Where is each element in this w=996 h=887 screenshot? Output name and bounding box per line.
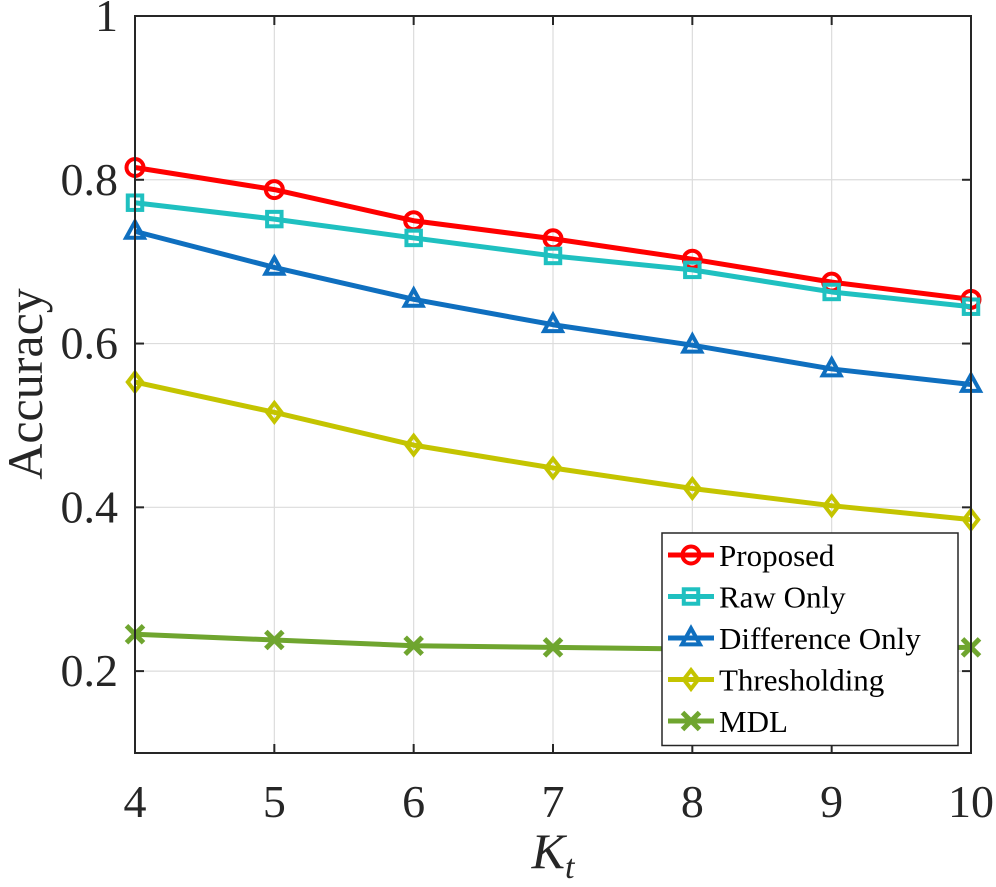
marker-x-stroke bbox=[680, 710, 702, 732]
marker-diamond bbox=[821, 493, 842, 519]
plot-frame bbox=[134, 15, 972, 754]
marker-square bbox=[543, 246, 563, 266]
legend-item: Thresholding bbox=[668, 663, 884, 698]
x-axis-label: Kt bbox=[531, 823, 576, 886]
marker-square bbox=[822, 282, 841, 302]
marker-triangle bbox=[678, 624, 704, 647]
x-tick-label: 9 bbox=[820, 776, 843, 827]
series-line bbox=[134, 165, 972, 302]
marker-circle bbox=[263, 179, 285, 201]
marker-circle bbox=[680, 544, 702, 566]
y-tick-label: 0.2 bbox=[61, 645, 119, 696]
marker-x-stroke bbox=[264, 629, 285, 651]
x-tick-label: 5 bbox=[263, 776, 286, 827]
x-tick-label: 8 bbox=[681, 776, 704, 827]
legend-label: Raw Only bbox=[719, 580, 846, 615]
legend: Proposed Raw Only Difference Only Threshold… bbox=[661, 532, 959, 747]
x-tick-label: 4 bbox=[124, 776, 147, 827]
legend-item: Raw Only bbox=[668, 580, 846, 615]
grid-lines bbox=[134, 15, 972, 753]
y-tick-label: 0.8 bbox=[61, 154, 119, 205]
marker-diamond bbox=[403, 432, 424, 458]
marker-triangle bbox=[819, 355, 844, 378]
y-tick-label: 0.4 bbox=[61, 481, 119, 532]
legend-item: Difference Only bbox=[668, 621, 921, 656]
data-series bbox=[122, 156, 984, 660]
marker-square bbox=[681, 587, 701, 606]
legend-label: Thresholding bbox=[719, 663, 884, 698]
tick-labels: 4 5 6 7 8 9 10 0.2 0.4 0.6 0.8 1 bbox=[61, 0, 995, 827]
marker-square bbox=[265, 209, 284, 229]
legend-label: Difference Only bbox=[719, 621, 921, 656]
y-tick-label: 0.6 bbox=[61, 318, 119, 369]
marker-square bbox=[683, 260, 702, 280]
marker-triangle bbox=[401, 285, 426, 308]
x-tick-label: 6 bbox=[402, 776, 425, 827]
marker-x bbox=[680, 710, 702, 732]
y-tick-label: 1 bbox=[95, 0, 118, 41]
marker-triangle bbox=[262, 253, 287, 276]
x-axis-label-main: K bbox=[531, 823, 568, 879]
marker-x bbox=[264, 629, 285, 651]
marker-diamond bbox=[682, 475, 703, 502]
series-thresholding bbox=[125, 369, 981, 533]
legend-label: Proposed bbox=[719, 538, 835, 573]
series-line bbox=[134, 200, 972, 310]
marker-triangle bbox=[680, 331, 705, 354]
series-line bbox=[134, 228, 972, 387]
marker-x bbox=[542, 637, 564, 658]
marker-x-stroke bbox=[403, 635, 424, 656]
marker-diamond bbox=[543, 455, 563, 481]
marker-x bbox=[403, 635, 424, 656]
marker-diamond bbox=[264, 399, 285, 425]
y-axis-label: Accuracy bbox=[0, 288, 53, 480]
x-tick-label: 7 bbox=[542, 776, 565, 827]
marker-triangle bbox=[540, 310, 566, 334]
legend-label: MDL bbox=[719, 704, 788, 739]
marker-square bbox=[404, 228, 423, 248]
x-axis-label-subscript: t bbox=[565, 849, 576, 886]
marker-diamond bbox=[681, 666, 701, 693]
marker-x-stroke bbox=[542, 637, 564, 658]
legend-item: MDL bbox=[668, 704, 788, 739]
series-line bbox=[134, 379, 972, 523]
x-tick-label: 10 bbox=[948, 776, 994, 827]
legend-item: Proposed bbox=[668, 538, 835, 573]
